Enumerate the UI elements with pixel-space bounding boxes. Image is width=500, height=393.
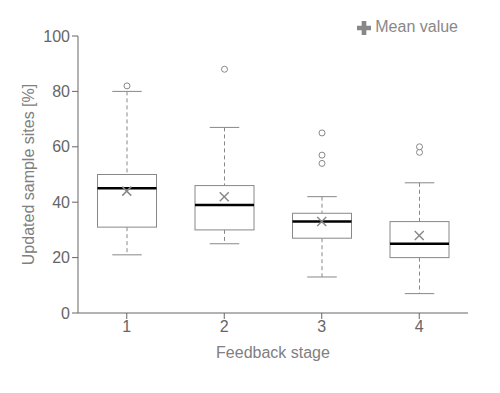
svg-text:4: 4 xyxy=(415,318,424,335)
svg-text:1: 1 xyxy=(122,318,131,335)
svg-text:0: 0 xyxy=(61,305,70,322)
svg-text:3: 3 xyxy=(317,318,326,335)
html-text:Mean value: Mean value xyxy=(375,18,458,35)
svg-text:Feedback stage: Feedback stage xyxy=(216,344,330,361)
svg-text:80: 80 xyxy=(52,83,70,100)
svg-text:40: 40 xyxy=(52,194,70,211)
svg-text:Updated sample sites [%]: Updated sample sites [%] xyxy=(20,84,37,265)
svg-text:100: 100 xyxy=(43,28,70,45)
svg-text:2: 2 xyxy=(220,318,229,335)
svg-text:20: 20 xyxy=(52,249,70,266)
svg-text:60: 60 xyxy=(52,138,70,155)
